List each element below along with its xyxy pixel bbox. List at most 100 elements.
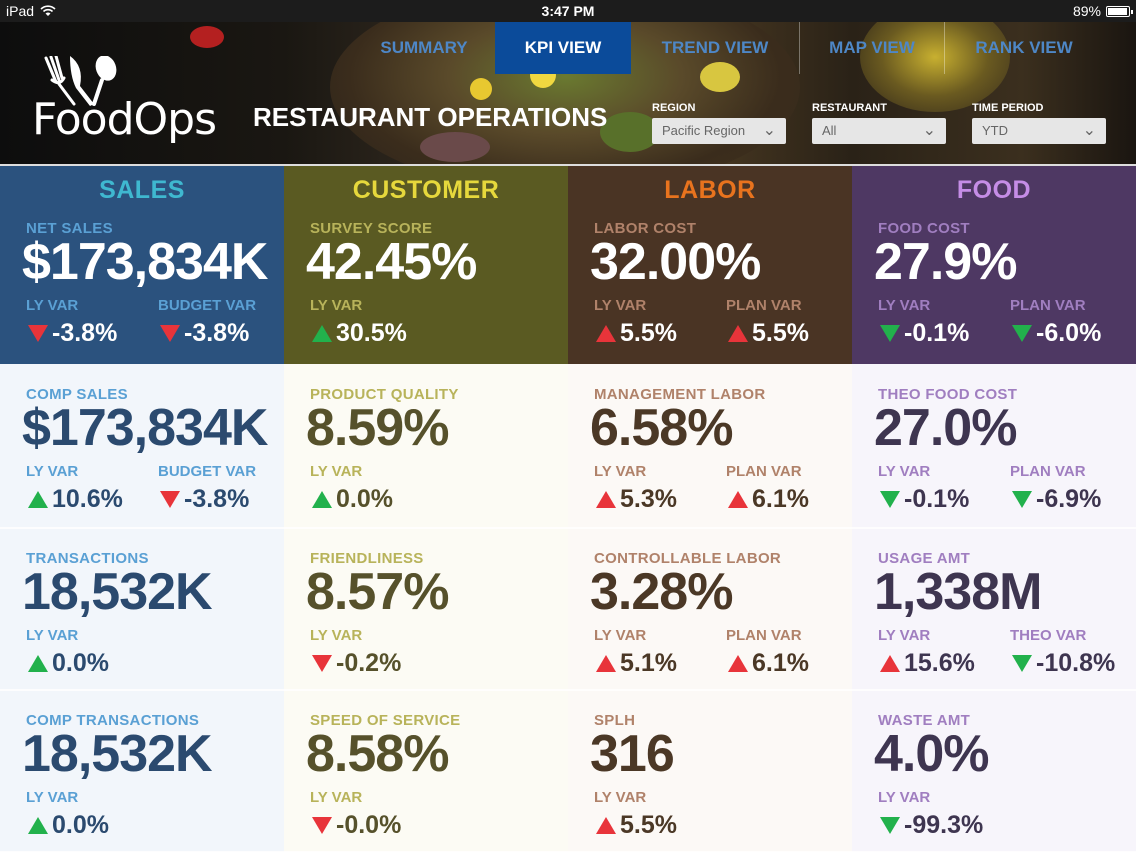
kpi-card-waste-amt[interactable]: WASTE AMT 4.0% LY VAR -99.3% <box>852 690 1136 852</box>
kpi-label: NET SALES <box>26 220 113 237</box>
status-time: 3:47 PM <box>541 3 595 19</box>
variance-number: -99.3% <box>904 811 984 839</box>
kpi-card-splh[interactable]: SPLH 316 LY VAR 5.5% <box>568 690 852 852</box>
row-divider <box>852 527 1136 529</box>
variance-value: 5.5% <box>728 319 809 348</box>
down-arrow-icon <box>880 491 900 508</box>
time-period-filter: TIME PERIOD YTD ⌄ <box>972 102 1106 144</box>
app-header: SUMMARY KPI VIEW TREND VIEW MAP VIEW RAN… <box>0 22 1136 164</box>
variance-label: LY VAR <box>310 627 363 644</box>
down-arrow-icon <box>312 655 332 672</box>
kpi-label: PRODUCT QUALITY <box>310 386 459 403</box>
variance-value: 0.0% <box>28 649 109 678</box>
variance-number: 5.5% <box>620 319 677 347</box>
variance-label: BUDGET VAR <box>158 297 257 314</box>
kpi-card-product-quality[interactable]: PRODUCT QUALITY 8.59% LY VAR 0.0% <box>284 364 568 528</box>
variance-value: 0.0% <box>312 485 393 514</box>
variance-value: 6.1% <box>728 649 809 678</box>
variance-value: -6.0% <box>1012 319 1101 348</box>
variance-label: LY VAR <box>594 463 647 480</box>
kpi-card-friendliness[interactable]: FRIENDLINESS 8.57% LY VAR -0.2% <box>284 528 568 690</box>
time-period-select[interactable]: YTD ⌄ <box>972 118 1106 144</box>
down-arrow-icon <box>28 325 48 342</box>
kpi-card-survey-score[interactable]: CUSTOMER SURVEY SCORE 42.45% LY VAR 30.5% <box>284 166 568 364</box>
kpi-value: $173,834K <box>22 399 268 457</box>
down-arrow-icon <box>1012 491 1032 508</box>
kpi-label: SPLH <box>594 712 636 729</box>
kpi-label: FRIENDLINESS <box>310 550 424 567</box>
wifi-icon <box>40 5 56 16</box>
row-divider <box>0 689 284 691</box>
battery-icon <box>1106 5 1133 17</box>
variance-number: 5.1% <box>620 649 677 677</box>
nav-divider <box>944 22 945 74</box>
restaurant-select[interactable]: All ⌄ <box>812 118 946 144</box>
up-arrow-icon <box>28 491 48 508</box>
row-divider <box>284 689 568 691</box>
kpi-card-transactions[interactable]: TRANSACTIONS 18,532K LY VAR 0.0% <box>0 528 284 690</box>
tab-trend-view[interactable]: TREND VIEW <box>661 38 769 57</box>
chevron-down-icon: ⌄ <box>1082 122 1096 139</box>
kpi-label: MANAGEMENT LABOR <box>594 386 766 403</box>
column-title: LABOR <box>664 176 756 204</box>
header-divider <box>0 164 1136 166</box>
kpi-card-comp-transactions[interactable]: COMP TRANSACTIONS 18,532K LY VAR 0.0% <box>0 690 284 852</box>
nav-divider <box>799 22 800 74</box>
kpi-card-management-labor[interactable]: MANAGEMENT LABOR 6.58% LY VAR 5.3% PLAN VAR 6… <box>568 364 852 528</box>
kpi-value: 6.58% <box>590 399 733 457</box>
variance-label: PLAN VAR <box>726 463 802 480</box>
battery-percent: 89% <box>1072 3 1101 19</box>
kpi-card-theo-food-cost[interactable]: THEO FOOD COST 27.0% LY VAR -0.1% PLAN VAR -6… <box>852 364 1136 528</box>
variance-value: -0.1% <box>880 319 969 348</box>
tab-kpi-view[interactable]: KPI VIEW <box>495 22 631 74</box>
variance-number: -0.1% <box>904 319 970 347</box>
variance-label: LY VAR <box>594 789 647 806</box>
tab-map-view[interactable]: MAP VIEW <box>829 38 915 57</box>
customer-column: CUSTOMER SURVEY SCORE 42.45% LY VAR 30.5% PRO… <box>284 166 568 852</box>
variance-value: -3.8% <box>28 319 117 348</box>
restaurant-label: RESTAURANT <box>812 102 887 114</box>
kpi-label: TRANSACTIONS <box>26 550 149 567</box>
kpi-card-net-sales[interactable]: SALES NET SALES $173,834K LY VAR -3.8% BUDGET… <box>0 166 284 364</box>
chevron-down-icon: ⌄ <box>922 122 936 139</box>
tab-summary[interactable]: SUMMARY <box>380 38 468 57</box>
status-left: iPad <box>6 3 56 19</box>
variance-number: -0.2% <box>336 649 402 677</box>
variance-number: -6.0% <box>1036 319 1102 347</box>
variance-number: -3.8% <box>184 319 250 347</box>
up-arrow-icon <box>880 655 900 672</box>
variance-value: 5.3% <box>596 485 677 514</box>
kpi-label: SURVEY SCORE <box>310 220 433 237</box>
status-right: 89% <box>1072 3 1133 19</box>
row-divider <box>0 527 284 529</box>
kpi-card-speed-of-service[interactable]: SPEED OF SERVICE 8.58% LY VAR -0.0% <box>284 690 568 852</box>
variance-value: 5.1% <box>596 649 677 678</box>
down-arrow-icon <box>160 325 180 342</box>
variance-label: LY VAR <box>26 463 79 480</box>
kpi-card-comp-sales[interactable]: COMP SALES $173,834K LY VAR 10.6% BUDGET VAR… <box>0 364 284 528</box>
kpi-label: USAGE AMT <box>878 550 971 567</box>
kpi-value: 32.00% <box>590 233 761 291</box>
variance-label: LY VAR <box>878 463 931 480</box>
kpi-value: 27.9% <box>874 233 1017 291</box>
region-select[interactable]: Pacific Region ⌄ <box>652 118 786 144</box>
variance-number: -0.1% <box>904 485 970 513</box>
device-label: iPad <box>6 3 35 19</box>
kpi-card-controllable-labor[interactable]: CONTROLLABLE LABOR 3.28% LY VAR 5.1% PLAN VA… <box>568 528 852 690</box>
variance-number: 5.3% <box>620 485 677 513</box>
variance-label: THEO VAR <box>1010 627 1087 644</box>
kpi-card-food-cost[interactable]: FOOD FOOD COST 27.9% LY VAR -0.1% PLAN VAR -6.… <box>852 166 1136 364</box>
tab-rank-view[interactable]: RANK VIEW <box>975 38 1073 57</box>
kpi-card-usage-amt[interactable]: USAGE AMT 1,338M LY VAR 15.6% THEO VAR -10.8% <box>852 528 1136 690</box>
kpi-value: 8.57% <box>306 563 449 621</box>
down-arrow-icon <box>1012 655 1032 672</box>
up-arrow-icon <box>28 655 48 672</box>
variance-label: LY VAR <box>878 627 931 644</box>
variance-number: 30.5% <box>336 319 407 347</box>
kpi-label: THEO FOOD COST <box>878 386 1018 403</box>
up-arrow-icon <box>596 325 616 342</box>
kpi-card-labor-cost[interactable]: LABOR LABOR COST 32.00% LY VAR 5.5% PLAN VAR 5… <box>568 166 852 364</box>
time-period-label: TIME PERIOD <box>972 102 1044 114</box>
down-arrow-icon <box>1012 325 1032 342</box>
variance-number: -0.0% <box>336 811 402 839</box>
